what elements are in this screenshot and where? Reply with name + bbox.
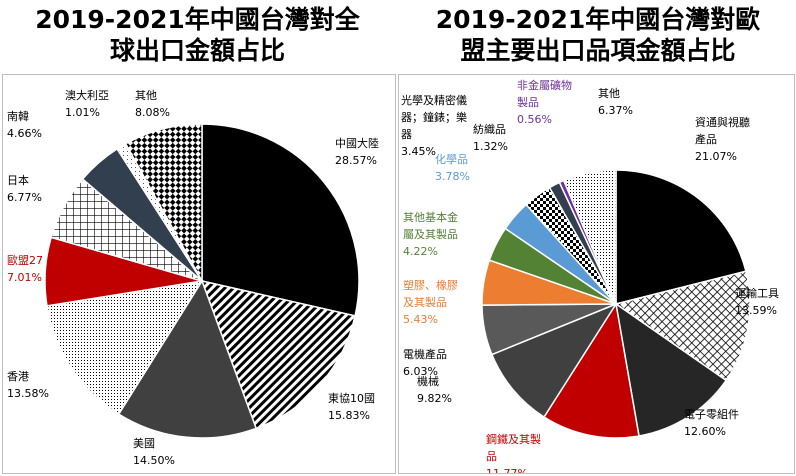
slice-label-12: 非金屬礦物製品 0.56% — [517, 78, 572, 126]
pie-slice-1 — [201, 123, 360, 317]
slice-label-8: 其他基本金屬及其製品 4.22% — [403, 210, 458, 258]
pie-slice-2 — [200, 279, 356, 430]
slice-label-9: 化學品 3.78% — [435, 152, 470, 183]
pie-slice-4 — [542, 301, 640, 439]
pie-slice-5 — [490, 302, 618, 419]
slice-label-9: 其他 8.08% — [135, 89, 170, 119]
slice-label-4: 鋼鐵及其製品11.77% — [486, 432, 541, 473]
chart-2-title: 2019-2021年中國台灣對歐 盟主要出口品項金額占比 — [435, 5, 761, 65]
slice-label-8: 澳大利亞 1.01% — [65, 88, 109, 119]
slice-label-2: 東協10國 15.83% — [328, 392, 375, 422]
slice-label-3: 電子零組件 12.60% — [684, 408, 739, 438]
slice-label-11: 紡織品 1.32% — [473, 122, 508, 153]
pie-slice-3 — [117, 279, 258, 439]
pie-slice-2 — [614, 270, 751, 382]
chart-1-pie: 中國大陸 28.57% 東協10國 15.83% 美國 14.50% 香港 13.58% 歐盟2… — [7, 88, 379, 467]
slice-label-10: 光學及精密儀器；鐘錶；樂器 3.45% — [401, 93, 467, 158]
pie-slice-3 — [614, 302, 728, 437]
slice-label-1: 中國大陸 28.57% — [335, 136, 379, 167]
pie-slice-1 — [615, 169, 747, 305]
slice-label-1: 資通與視聽產品 21.07% — [695, 115, 750, 163]
pie-slice-13 — [562, 169, 617, 305]
chart-1-title: 2019-2021年中國台灣對全 球出口金額占比 — [35, 5, 360, 65]
slice-label-4: 香港 13.58% — [7, 370, 49, 400]
pie-slices — [481, 169, 751, 439]
slice-label-13: 其他 6.37% — [598, 87, 633, 117]
chart-1-frame: 中國大陸 28.57% 東協10國 15.83% 美國 14.50% 香港 13.58% 歐盟2… — [2, 74, 396, 474]
chart-2-frame: 資通與視聽產品 21.07% 運輸工具 13.59% 電子零組件 12.60% 鋼鐵及其製品… — [398, 74, 795, 474]
chart-2-pie: 資通與視聽產品 21.07% 運輸工具 13.59% 電子零組件 12.60% 鋼鐵及其製品… — [401, 78, 779, 473]
slice-label-7: 塑膠、橡膠及其製品 5.43% — [403, 278, 458, 326]
slice-label-5: 歐盟27 7.01% — [7, 253, 43, 284]
pie-slices — [44, 123, 360, 439]
slice-label-3: 美國 14.50% — [133, 437, 175, 467]
pie-slice-4 — [46, 279, 204, 416]
slice-label-2: 運輸工具 13.59% — [735, 286, 779, 317]
slice-label-7: 南韓 4.66% — [7, 110, 42, 140]
slice-label-6: 日本 6.77% — [7, 173, 42, 204]
slice-label-5: 機械 9.82% — [417, 374, 452, 405]
pie-slice-9 — [124, 123, 203, 284]
slice-label-6: 電機產品 6.03% — [403, 347, 447, 378]
